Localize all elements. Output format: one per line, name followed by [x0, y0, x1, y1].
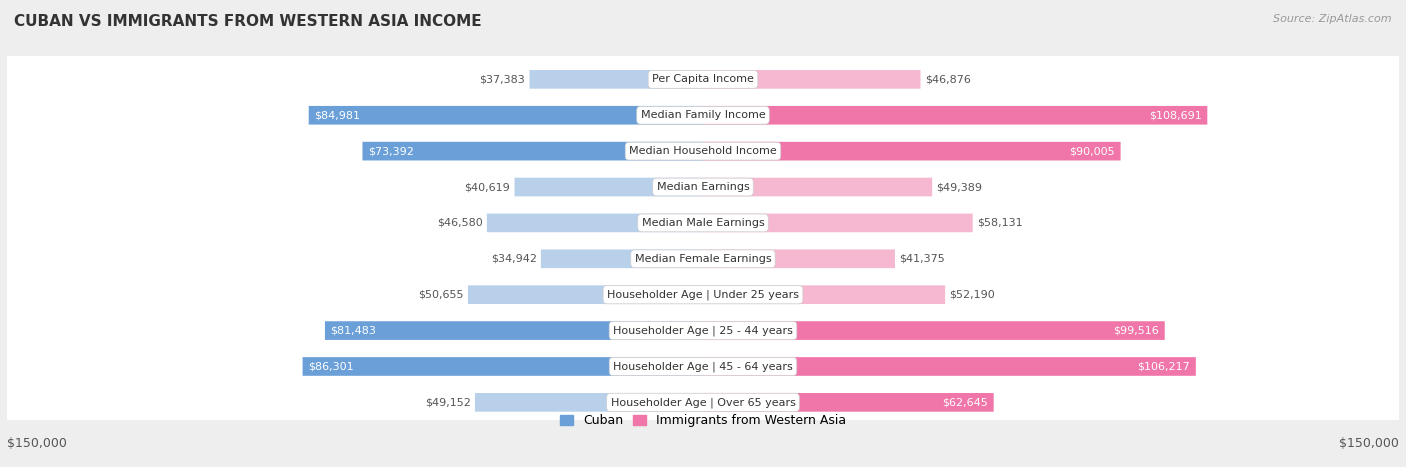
Text: $106,217: $106,217 — [1137, 361, 1191, 371]
Text: $52,190: $52,190 — [949, 290, 995, 300]
FancyBboxPatch shape — [3, 0, 1403, 467]
FancyBboxPatch shape — [3, 0, 1403, 467]
Text: $84,981: $84,981 — [315, 110, 360, 120]
FancyBboxPatch shape — [541, 249, 703, 268]
Text: Source: ZipAtlas.com: Source: ZipAtlas.com — [1274, 14, 1392, 24]
Text: $86,301: $86,301 — [308, 361, 354, 371]
FancyBboxPatch shape — [3, 0, 1403, 467]
FancyBboxPatch shape — [3, 0, 1403, 467]
Text: $34,942: $34,942 — [491, 254, 537, 264]
FancyBboxPatch shape — [703, 249, 896, 268]
FancyBboxPatch shape — [703, 321, 1164, 340]
Text: $108,691: $108,691 — [1149, 110, 1202, 120]
Text: CUBAN VS IMMIGRANTS FROM WESTERN ASIA INCOME: CUBAN VS IMMIGRANTS FROM WESTERN ASIA IN… — [14, 14, 482, 29]
FancyBboxPatch shape — [703, 70, 921, 89]
Text: Householder Age | Under 25 years: Householder Age | Under 25 years — [607, 290, 799, 300]
Text: Median Female Earnings: Median Female Earnings — [634, 254, 772, 264]
FancyBboxPatch shape — [302, 357, 703, 376]
FancyBboxPatch shape — [468, 285, 703, 304]
Text: Householder Age | 25 - 44 years: Householder Age | 25 - 44 years — [613, 325, 793, 336]
FancyBboxPatch shape — [703, 106, 1208, 125]
FancyBboxPatch shape — [703, 213, 973, 232]
FancyBboxPatch shape — [3, 0, 1403, 467]
Text: $46,876: $46,876 — [925, 74, 970, 85]
Text: $58,131: $58,131 — [977, 218, 1022, 228]
FancyBboxPatch shape — [309, 106, 703, 125]
FancyBboxPatch shape — [325, 321, 703, 340]
FancyBboxPatch shape — [3, 0, 1403, 467]
FancyBboxPatch shape — [3, 0, 1403, 467]
Text: $99,516: $99,516 — [1114, 325, 1159, 336]
Text: $90,005: $90,005 — [1070, 146, 1115, 156]
Text: $49,152: $49,152 — [425, 397, 471, 407]
Text: Median Earnings: Median Earnings — [657, 182, 749, 192]
FancyBboxPatch shape — [3, 0, 1403, 467]
FancyBboxPatch shape — [703, 285, 945, 304]
Text: Median Male Earnings: Median Male Earnings — [641, 218, 765, 228]
Text: $81,483: $81,483 — [330, 325, 377, 336]
Text: $73,392: $73,392 — [368, 146, 413, 156]
Text: $46,580: $46,580 — [437, 218, 482, 228]
FancyBboxPatch shape — [703, 393, 994, 412]
Text: $40,619: $40,619 — [464, 182, 510, 192]
Text: $50,655: $50,655 — [419, 290, 464, 300]
Text: $62,645: $62,645 — [942, 397, 988, 407]
Text: $150,000: $150,000 — [1339, 437, 1399, 450]
FancyBboxPatch shape — [703, 178, 932, 196]
Text: $150,000: $150,000 — [7, 437, 67, 450]
FancyBboxPatch shape — [475, 393, 703, 412]
Text: Householder Age | Over 65 years: Householder Age | Over 65 years — [610, 397, 796, 408]
Text: Per Capita Income: Per Capita Income — [652, 74, 754, 85]
FancyBboxPatch shape — [530, 70, 703, 89]
FancyBboxPatch shape — [363, 142, 703, 161]
FancyBboxPatch shape — [3, 0, 1403, 467]
Text: Median Household Income: Median Household Income — [628, 146, 778, 156]
FancyBboxPatch shape — [703, 142, 1121, 161]
Text: $49,389: $49,389 — [936, 182, 983, 192]
Text: Median Family Income: Median Family Income — [641, 110, 765, 120]
Text: $37,383: $37,383 — [479, 74, 526, 85]
Text: Householder Age | 45 - 64 years: Householder Age | 45 - 64 years — [613, 361, 793, 372]
FancyBboxPatch shape — [3, 0, 1403, 467]
Legend: Cuban, Immigrants from Western Asia: Cuban, Immigrants from Western Asia — [555, 410, 851, 432]
FancyBboxPatch shape — [703, 357, 1197, 376]
FancyBboxPatch shape — [515, 178, 703, 196]
FancyBboxPatch shape — [486, 213, 703, 232]
Text: $41,375: $41,375 — [900, 254, 945, 264]
